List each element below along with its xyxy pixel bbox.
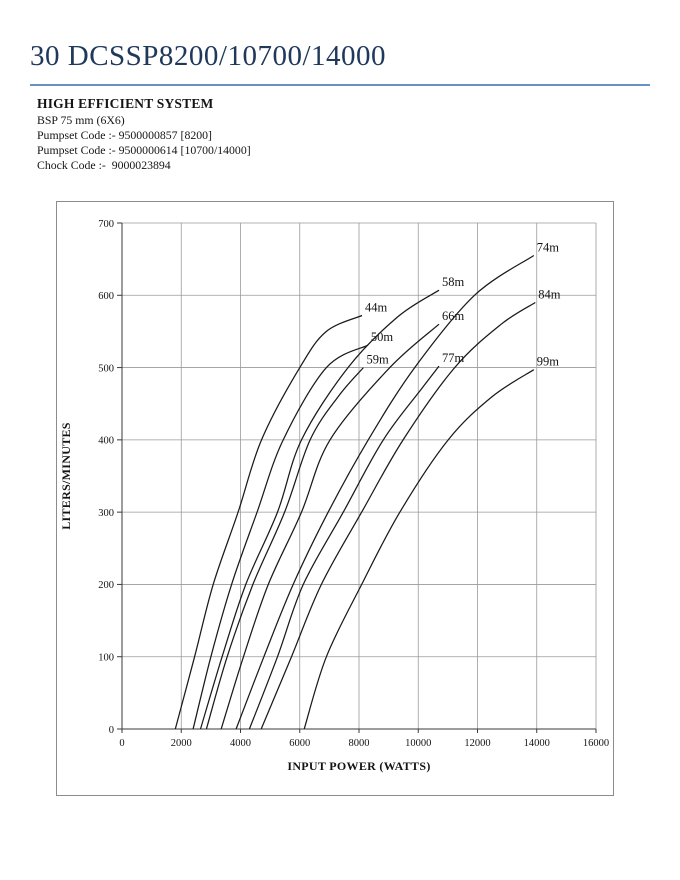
curve-59m xyxy=(205,367,364,730)
y-axis-title: LITERS/MINUTES xyxy=(59,422,73,530)
curve-label-77m: 77m xyxy=(442,351,465,365)
spec-block: BSP 75 mm (6X6) Pumpset Code :- 95000008… xyxy=(37,113,251,173)
x-axis-title: INPUT POWER (WATTS) xyxy=(287,759,430,773)
curve-label-84m: 84m xyxy=(538,288,561,302)
spec-line-bsp: BSP 75 mm (6X6) xyxy=(37,113,125,127)
curve-99m xyxy=(303,369,535,730)
y-tick-label-400: 400 xyxy=(98,436,114,447)
x-tick-label-10000: 10000 xyxy=(405,738,431,749)
x-tick-label-6000: 6000 xyxy=(289,738,310,749)
title-rule xyxy=(30,84,650,86)
curve-label-59m: 59m xyxy=(366,353,389,367)
tick-labels: 0 2000 4000 6000 8000 10000 12000 14000 16000 0 10… xyxy=(98,219,609,749)
y-tick-label-300: 300 xyxy=(98,508,114,519)
gridlines xyxy=(122,222,597,729)
curve-label-58m: 58m xyxy=(442,275,465,289)
x-tick-label-4000: 4000 xyxy=(230,738,251,749)
chart-frame: 44m 50m 59m 58m 66m 77m 74m 84m 99m 0 2000 4000 600… xyxy=(56,201,614,796)
y-tick-label-700: 700 xyxy=(98,219,114,230)
curve-84m xyxy=(260,301,536,730)
curve-44m xyxy=(174,314,363,730)
x-tick-label-0: 0 xyxy=(119,738,124,749)
curve-77m xyxy=(248,365,440,730)
y-tick-label-200: 200 xyxy=(98,580,114,591)
spec-line-pumpset-code-2: Pumpset Code :- 9500000614 [10700/14000] xyxy=(37,143,251,157)
x-tick-label-12000: 12000 xyxy=(464,738,490,749)
spec-line-pumpset-code-1: Pumpset Code :- 9500000857 [8200] xyxy=(37,128,212,142)
section-heading: HIGH EFFICIENT SYSTEM xyxy=(37,96,214,111)
y-tick-label-100: 100 xyxy=(98,653,114,664)
curve-58m xyxy=(199,289,440,730)
x-tick-label-16000: 16000 xyxy=(583,738,609,749)
curve-label-44m: 44m xyxy=(365,301,388,315)
curve-label-74m: 74m xyxy=(537,241,560,255)
curve-label-50m: 50m xyxy=(371,330,394,344)
x-tick-label-14000: 14000 xyxy=(524,738,550,749)
y-tick-label-0: 0 xyxy=(109,725,114,736)
page-title: 30 DCSSP8200/10700/14000 xyxy=(30,40,387,72)
curve-50m xyxy=(192,344,369,730)
curve-74m xyxy=(235,254,535,730)
x-tick-label-8000: 8000 xyxy=(349,738,370,749)
y-tick-label-500: 500 xyxy=(98,363,114,374)
curve-label-99m: 99m xyxy=(537,355,560,369)
curve-label-66m: 66m xyxy=(442,309,465,323)
spec-line-chock-code: Chock Code :- 9000023894 xyxy=(37,158,171,172)
curves: 44m 50m 59m 58m 66m 77m 74m 84m 99m xyxy=(174,241,561,730)
y-tick-label-600: 600 xyxy=(98,291,114,302)
curve-66m xyxy=(220,323,440,730)
x-tick-label-2000: 2000 xyxy=(171,738,192,749)
